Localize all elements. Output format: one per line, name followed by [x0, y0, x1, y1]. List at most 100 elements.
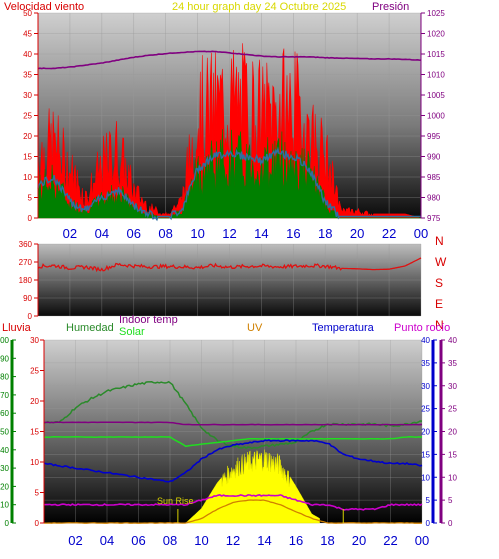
compass-label: N — [435, 318, 444, 332]
y-tick-label: 50 — [23, 9, 32, 18]
y-tick-label: 0 — [448, 519, 453, 528]
y-tick-label: 30 — [30, 336, 39, 345]
x-tick-label: 20 — [352, 533, 366, 548]
y-tick-label: 25 — [30, 367, 39, 376]
wind-average-line — [37, 146, 421, 222]
x-tick-label: 04 — [100, 533, 114, 548]
y-tick-label: 30 — [421, 382, 430, 391]
y-tick-label: 1020 — [427, 30, 445, 39]
x-tick-label: 10 — [194, 533, 208, 548]
pressure-axis-label: Presión — [372, 1, 409, 13]
y-tick-label: 40 — [23, 50, 32, 59]
sun-rise-label: Sun Rise — [157, 496, 194, 506]
x-tick-label: 04 — [95, 226, 109, 241]
x-tick-label: 16 — [286, 226, 300, 241]
y-tick-label: 990 — [427, 153, 441, 162]
y-tick-label: 20 — [0, 482, 9, 491]
y-tick-label: 35 — [421, 359, 430, 368]
x-tick-label: 22 — [383, 533, 397, 548]
y-tick-label: 40 — [0, 446, 9, 455]
y-tick-label: 15 — [23, 153, 32, 162]
y-tick-label: 40 — [448, 336, 457, 345]
y-tick-label: 1010 — [427, 71, 445, 80]
humidity-axis-label: Humedad — [66, 322, 114, 334]
y-tick-label: 10 — [421, 473, 430, 482]
x-tick-label: 14 — [254, 226, 268, 241]
y-tick-label: 5 — [448, 496, 453, 505]
y-tick-label: 5 — [426, 496, 431, 505]
y-tick-label: 45 — [23, 30, 32, 39]
compass-label: W — [435, 255, 447, 269]
x-tick-label: 00 — [414, 226, 428, 241]
wind-speed-axis-label: Velocidad viento — [4, 1, 84, 13]
x-tick-label: 00 — [415, 533, 429, 548]
x-tick-label: 08 — [158, 226, 172, 241]
temp-humidity-axes: 0102030405060708090100051015202530051015… — [0, 336, 457, 548]
x-tick-label: 02 — [63, 226, 77, 241]
x-tick-label: 06 — [127, 226, 141, 241]
x-tick-label: 12 — [226, 533, 240, 548]
solar-radiation-area — [182, 449, 320, 524]
y-tick-label: 30 — [0, 464, 9, 473]
wind-pressure-axes: 0510152025303540455097598098599099510001… — [23, 9, 445, 241]
y-tick-label: 20 — [23, 132, 32, 141]
indoor-temp-series — [43, 421, 423, 426]
y-tick-label: 15 — [448, 450, 457, 459]
y-tick-label: 30 — [448, 382, 457, 391]
wind-direction-grid — [38, 243, 422, 317]
x-tick-label: 22 — [382, 226, 396, 241]
indoor-temp-label: Indoor temp — [119, 314, 178, 326]
compass-label: S — [435, 276, 443, 290]
y-tick-label: 995 — [427, 132, 441, 141]
y-tick-label: 0 — [28, 214, 33, 223]
y-tick-label: 25 — [23, 112, 32, 121]
y-tick-label: 90 — [0, 354, 9, 363]
y-tick-label: 0 — [5, 519, 10, 528]
x-tick-label: 16 — [289, 533, 303, 548]
y-tick-label: 10 — [0, 501, 9, 510]
rain-axis-label: Lluvia — [2, 322, 32, 334]
x-tick-label: 10 — [190, 226, 204, 241]
x-tick-label: 18 — [318, 226, 332, 241]
y-tick-label: 0 — [426, 519, 431, 528]
compass-label: E — [435, 297, 443, 311]
x-tick-label: 14 — [257, 533, 271, 548]
y-tick-label: 0 — [35, 519, 40, 528]
y-tick-label: 30 — [23, 91, 32, 100]
uv-label: UV — [247, 322, 263, 334]
y-tick-label: 50 — [0, 428, 9, 437]
y-tick-label: 10 — [448, 473, 457, 482]
y-tick-label: 100 — [0, 336, 10, 345]
x-tick-label: 02 — [68, 533, 82, 548]
y-tick-label: 180 — [19, 276, 33, 285]
x-tick-label: 18 — [320, 533, 334, 548]
wind-direction-series — [37, 257, 422, 273]
uv-series — [44, 499, 423, 524]
y-tick-label: 25 — [421, 405, 430, 414]
y-tick-label: 10 — [30, 458, 39, 467]
solar-series — [43, 436, 423, 448]
y-tick-label: 5 — [35, 489, 40, 498]
y-tick-label: 20 — [448, 428, 457, 437]
pressure-series — [37, 50, 422, 70]
y-tick-label: 985 — [427, 173, 441, 182]
y-tick-label: 60 — [0, 409, 9, 418]
x-tick-label: 06 — [131, 533, 145, 548]
y-tick-label: 70 — [0, 391, 9, 400]
y-tick-label: 20 — [421, 428, 430, 437]
y-tick-label: 35 — [448, 359, 457, 368]
y-tick-label: 0 — [28, 312, 33, 321]
y-tick-label: 1005 — [427, 91, 445, 100]
y-tick-label: 20 — [30, 397, 39, 406]
y-tick-label: 360 — [19, 240, 33, 249]
y-tick-label: 40 — [421, 336, 430, 345]
y-tick-label: 980 — [427, 194, 441, 203]
y-tick-label: 1025 — [427, 9, 445, 18]
temp-humidity-marks — [43, 380, 423, 524]
y-tick-label: 80 — [0, 373, 9, 382]
y-tick-label: 90 — [23, 294, 32, 303]
y-tick-label: 1015 — [427, 50, 445, 59]
y-tick-label: 5 — [28, 194, 33, 203]
x-tick-label: 12 — [222, 226, 236, 241]
